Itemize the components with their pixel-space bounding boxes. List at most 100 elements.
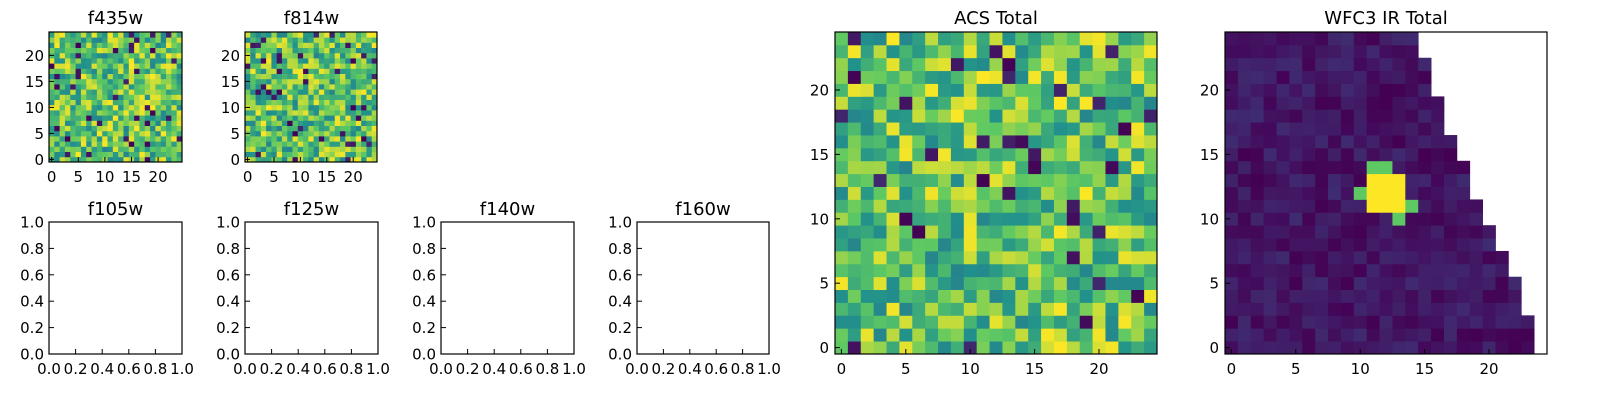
heatmap-cell xyxy=(139,146,146,152)
heatmap-cell xyxy=(1131,173,1145,187)
heatmap-cell xyxy=(112,73,119,80)
heatmap-cell xyxy=(324,63,330,69)
heatmap-cell xyxy=(107,104,114,111)
heatmap-cell xyxy=(329,73,336,80)
heatmap-cell xyxy=(86,84,92,90)
heatmap-cell xyxy=(160,47,167,54)
heatmap-cell xyxy=(361,94,367,100)
heatmap-cell xyxy=(54,146,61,152)
y-tick: 1.0 xyxy=(20,214,54,232)
heatmap-cell xyxy=(1379,96,1393,110)
heatmap-cell xyxy=(1041,70,1055,84)
heatmap-cell xyxy=(350,89,357,95)
heatmap-cell xyxy=(86,141,92,147)
x-tick-label: 0.4 xyxy=(90,360,114,378)
heatmap-cell xyxy=(1392,122,1406,136)
heatmap-cell xyxy=(176,37,183,43)
heatmap-cell xyxy=(123,136,130,142)
heatmap-cell xyxy=(1002,302,1016,316)
heatmap-cell xyxy=(361,104,367,111)
heatmap-cell xyxy=(266,37,272,43)
heatmap-cell xyxy=(1443,315,1458,329)
y-tick-label: 10 xyxy=(221,99,240,117)
heatmap-cell xyxy=(873,96,887,110)
heatmap-cell xyxy=(1340,57,1355,72)
heatmap-cell xyxy=(297,52,304,59)
heatmap-cell xyxy=(1276,173,1290,187)
heatmap-cell xyxy=(361,42,367,48)
heatmap-cell xyxy=(1431,341,1445,355)
heatmap-cell xyxy=(334,73,341,80)
heatmap-cell xyxy=(1353,289,1368,303)
heatmap-cell xyxy=(75,130,82,137)
heatmap-cell xyxy=(847,199,862,213)
heatmap-cell xyxy=(96,32,103,38)
heatmap-cell xyxy=(102,99,108,106)
heatmap-cell xyxy=(886,135,900,149)
y-tick-label: 1.0 xyxy=(412,214,436,232)
heatmap-cell xyxy=(1028,147,1042,162)
heatmap-cell xyxy=(976,250,990,265)
heatmap-cell xyxy=(340,47,346,54)
x-tick: 0.4 xyxy=(678,349,702,378)
heatmap-cell xyxy=(245,37,251,43)
heatmap-cell xyxy=(355,125,362,132)
x-tick-label: 5 xyxy=(269,168,279,186)
heatmap-cell xyxy=(287,68,293,74)
x-tick: 0.2 xyxy=(651,349,675,378)
heatmap-cell xyxy=(1289,289,1303,303)
heatmap-cell xyxy=(59,104,66,111)
heatmap-cell xyxy=(1392,135,1406,149)
heatmap-cell xyxy=(1105,289,1119,303)
heatmap-cell xyxy=(166,47,172,54)
heatmap-cell xyxy=(112,47,119,54)
y-tick-label: 0.8 xyxy=(412,240,436,258)
heatmap-cell xyxy=(292,32,299,38)
heatmap-cell xyxy=(308,146,315,152)
y-tick: 10 xyxy=(25,99,54,117)
heatmap-cell xyxy=(886,199,900,213)
heatmap-cell xyxy=(155,89,162,95)
heatmap-cell xyxy=(1431,315,1445,329)
heatmap-cell xyxy=(59,47,66,54)
heatmap-cell xyxy=(1002,289,1016,303)
heatmap-cell xyxy=(1469,341,1483,355)
x-tick-label: 0.6 xyxy=(509,360,533,378)
heatmap-cell xyxy=(107,78,114,85)
heatmap-cell xyxy=(250,156,256,163)
heatmap-cell xyxy=(171,146,178,152)
heatmap-cell xyxy=(345,151,351,158)
heatmap-cell xyxy=(166,52,172,59)
x-tick-label: 0.4 xyxy=(678,360,702,378)
x-tick: 0.8 xyxy=(339,349,363,378)
heatmap-cell xyxy=(1443,263,1458,278)
heatmap-cell xyxy=(1225,135,1239,149)
heatmap-cell xyxy=(1092,32,1106,46)
heatmap-cell xyxy=(873,70,887,84)
heatmap-cell xyxy=(255,151,262,158)
heatmap-cell xyxy=(1302,135,1316,149)
panel-title-f435w: f435w xyxy=(88,8,143,29)
heatmap-cell xyxy=(49,47,55,54)
heatmap-cell xyxy=(308,47,315,54)
heatmap-cell xyxy=(1353,263,1368,278)
heatmap-cell xyxy=(49,99,55,106)
heatmap-cell xyxy=(1015,83,1029,97)
y-tick: 20 xyxy=(1200,82,1230,100)
heatmap-cell xyxy=(1263,250,1277,265)
heatmap-cell xyxy=(912,302,926,316)
heatmap-cell xyxy=(150,136,156,142)
heatmap-cell xyxy=(107,146,114,152)
heatmap-cell xyxy=(1302,289,1316,303)
heatmap-cell xyxy=(938,263,952,278)
y-tick: 0 xyxy=(1209,339,1230,357)
x-tick: 0.2 xyxy=(260,349,284,378)
heatmap-cell xyxy=(835,160,849,175)
x-tick-label: 5 xyxy=(1291,360,1301,378)
heatmap-cell xyxy=(1225,122,1239,136)
heatmap-cell xyxy=(1015,186,1029,200)
heatmap-cell xyxy=(166,156,172,163)
heatmap-cell xyxy=(150,94,156,100)
heatmap-cell xyxy=(1340,263,1355,278)
heatmap-cell xyxy=(1118,135,1132,149)
